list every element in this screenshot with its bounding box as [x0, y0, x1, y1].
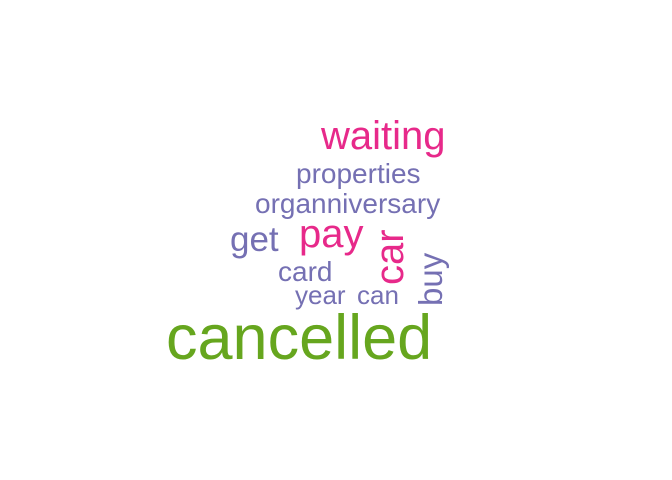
word-get: get [230, 220, 279, 259]
word-pay: pay [299, 212, 364, 256]
word-buy: buy [412, 252, 449, 306]
word-properties: properties [296, 158, 421, 189]
word-cancelled: cancelled [166, 303, 433, 373]
word-waiting: waiting [321, 114, 446, 158]
word-car: car [368, 229, 412, 285]
word-card: card [278, 256, 333, 287]
word-can: can [357, 280, 399, 310]
word-organniversary: organniversary [255, 188, 441, 219]
word-year: year [295, 280, 346, 310]
